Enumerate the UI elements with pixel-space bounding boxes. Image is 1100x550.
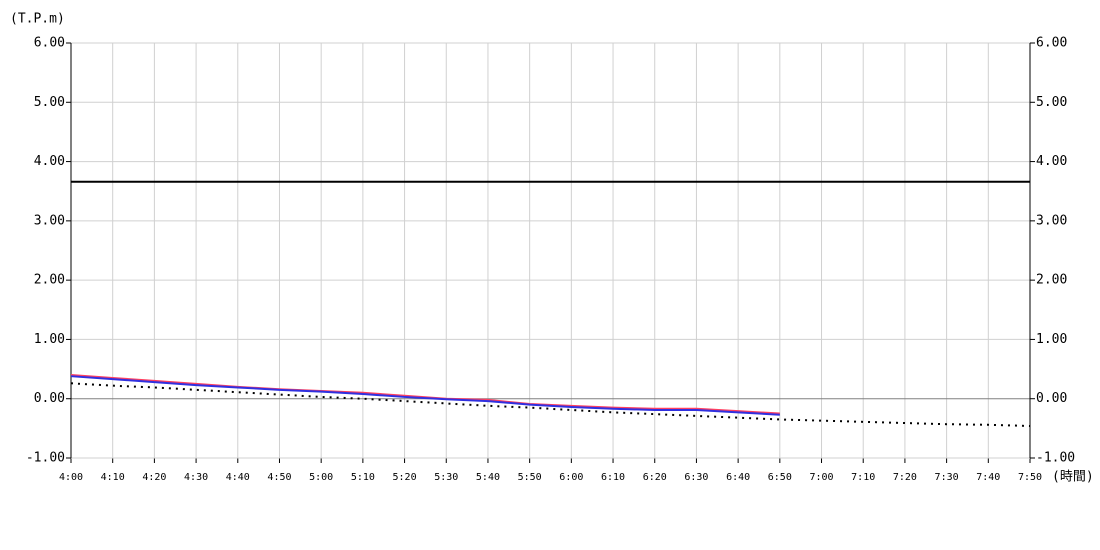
y-axis-label: (T.P.m) (10, 12, 65, 27)
x-tick-label: 7:20 (893, 472, 917, 483)
x-tick-label: 4:50 (267, 472, 291, 483)
x-tick-label: 6:00 (559, 472, 583, 483)
y-tick-label: 1.00 (34, 332, 65, 347)
y2-tick-label: 2.00 (1036, 273, 1067, 288)
y-tick-label: 2.00 (34, 273, 65, 288)
x-tick-label: 7:40 (976, 472, 1000, 483)
x-tick-label: 6:40 (726, 472, 750, 483)
x-tick-label: 5:20 (393, 472, 417, 483)
y2-tick-label: 4.00 (1036, 154, 1067, 169)
y2-tick-label: 5.00 (1036, 95, 1067, 110)
x-tick-label: 5:40 (476, 472, 500, 483)
y2-tick-label: 3.00 (1036, 213, 1067, 228)
series-line (70, 374, 780, 415)
y2-tick-label: 1.00 (1036, 332, 1067, 347)
x-tick-label: 4:00 (59, 472, 83, 483)
x-tick-label: 5:10 (351, 472, 375, 483)
y2-tick-label: 6.00 (1036, 36, 1067, 51)
y-tick-label: 0.00 (34, 391, 65, 406)
y-tick-label: 3.00 (34, 213, 65, 228)
x-tick-label: 5:00 (309, 472, 333, 483)
y-tick-label: 5.00 (34, 95, 65, 110)
x-tick-label: 6:20 (643, 472, 667, 483)
series-line (70, 375, 780, 416)
y-tick-label: -1.00 (26, 451, 65, 466)
x-tick-label: 6:30 (684, 472, 708, 483)
y-tick-label: 6.00 (34, 36, 65, 51)
x-tick-label: 4:40 (226, 472, 250, 483)
x-tick-label: 7:30 (935, 472, 959, 483)
x-tick-label: 6:10 (601, 472, 625, 483)
x-axis-label: (時間) (1052, 470, 1094, 485)
x-tick-label: 4:30 (184, 472, 208, 483)
x-tick-label: 6:50 (768, 472, 792, 483)
x-tick-label: 4:20 (142, 472, 166, 483)
x-tick-label: 4:10 (101, 472, 125, 483)
x-tick-label: 5:30 (434, 472, 458, 483)
y-tick-label: 4.00 (34, 154, 65, 169)
x-tick-label: 7:10 (851, 472, 875, 483)
x-tick-label: 5:50 (518, 472, 542, 483)
y2-tick-label: 0.00 (1036, 391, 1067, 406)
x-tick-label: 7:50 (1018, 472, 1042, 483)
y2-tick-label: -1.00 (1036, 451, 1075, 466)
x-tick-label: 7:00 (809, 472, 833, 483)
